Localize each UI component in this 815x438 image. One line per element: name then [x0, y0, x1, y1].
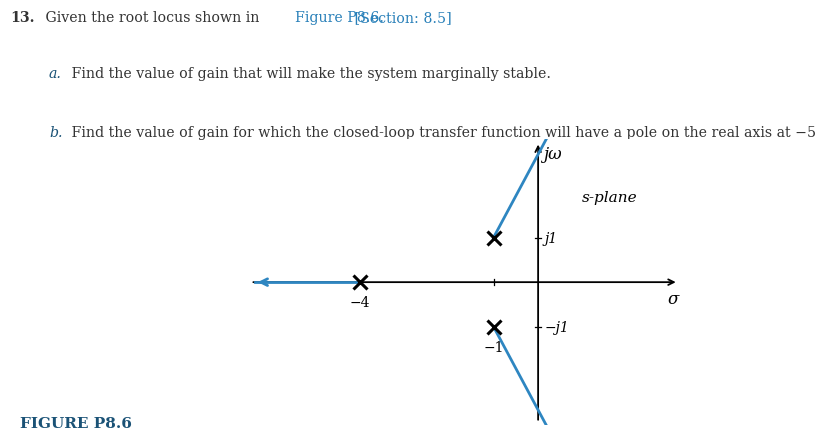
Text: FIGURE P8.6: FIGURE P8.6 — [20, 416, 131, 430]
Text: −j1: −j1 — [544, 320, 570, 334]
Text: s-plane: s-plane — [582, 191, 637, 205]
Text: −1: −1 — [483, 340, 504, 354]
Text: σ: σ — [667, 290, 679, 307]
Text: jω: jω — [544, 145, 562, 162]
Text: b.: b. — [49, 126, 63, 140]
Text: Find the value of gain for which the closed-loop transfer function will have a p: Find the value of gain for which the clo… — [67, 126, 815, 140]
Text: j1: j1 — [544, 231, 558, 245]
Text: Given the root locus shown in: Given the root locus shown in — [41, 11, 263, 25]
Text: −4: −4 — [350, 295, 370, 309]
Text: a.: a. — [49, 67, 62, 81]
Text: [Section: 8.5]: [Section: 8.5] — [350, 11, 452, 25]
Text: Figure P8.6.: Figure P8.6. — [295, 11, 384, 25]
Text: 13.: 13. — [11, 11, 35, 25]
Text: Find the value of gain that will make the system marginally stable.: Find the value of gain that will make th… — [67, 67, 551, 81]
